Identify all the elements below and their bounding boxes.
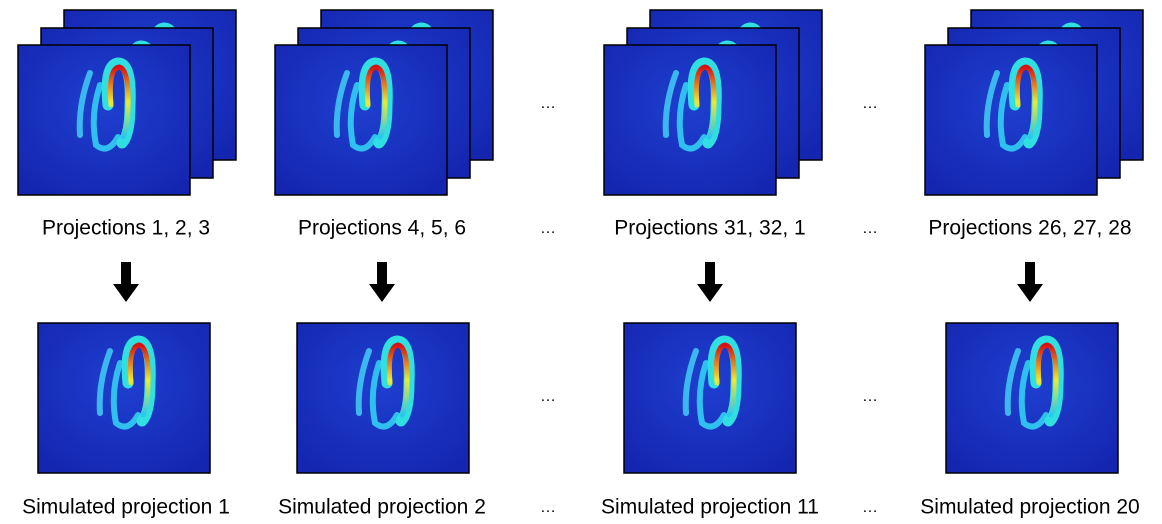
bottom-label: Simulated projection 20: [920, 496, 1139, 519]
ellipsis: …: [862, 95, 878, 112]
projection-image: [604, 45, 776, 195]
top-label: Projections 1, 2, 3: [42, 217, 210, 240]
bottom-label: Simulated projection 2: [278, 496, 486, 519]
simulated-image: [624, 323, 796, 473]
ellipsis: …: [540, 388, 556, 405]
ellipsis: …: [862, 220, 878, 237]
top-label: Projections 4, 5, 6: [298, 217, 466, 240]
projection-image: [925, 45, 1097, 195]
ellipsis: …: [862, 388, 878, 405]
projection-image: [275, 45, 447, 195]
arrow: [1017, 262, 1043, 302]
bottom-label: Simulated projection 1: [22, 496, 230, 519]
simulated-image: [946, 323, 1118, 473]
arrow: [697, 262, 723, 302]
ellipsis: …: [540, 220, 556, 237]
diagram: Projections 1, 2, 3 Simulated projection …: [0, 0, 1162, 524]
top-label: Projections 26, 27, 28: [928, 217, 1131, 240]
ellipsis: …: [540, 95, 556, 112]
arrow: [113, 262, 139, 302]
top-label: Projections 31, 32, 1: [614, 217, 805, 240]
ellipsis: …: [540, 499, 556, 516]
ellipsis: …: [862, 499, 878, 516]
simulated-image: [38, 323, 210, 473]
arrow: [369, 262, 395, 302]
bottom-label: Simulated projection 11: [601, 496, 819, 519]
projection-image: [18, 45, 190, 195]
simulated-image: [297, 323, 469, 473]
